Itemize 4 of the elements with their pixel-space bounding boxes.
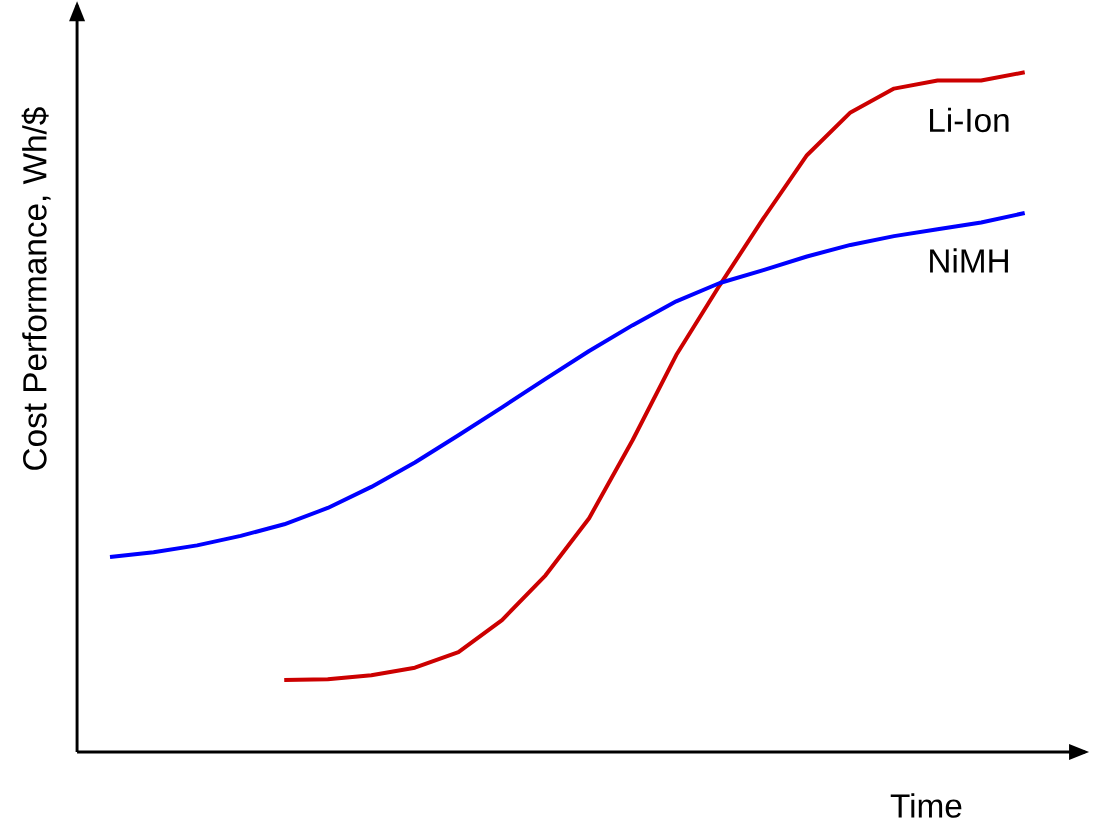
series-label: Li-Ion [930, 107, 1009, 133]
y-axis-title: Cost Performance, Wh/$ [21, 107, 51, 470]
x-axis-title: Time [890, 793, 962, 818]
series-label: NiMH [930, 248, 1008, 273]
